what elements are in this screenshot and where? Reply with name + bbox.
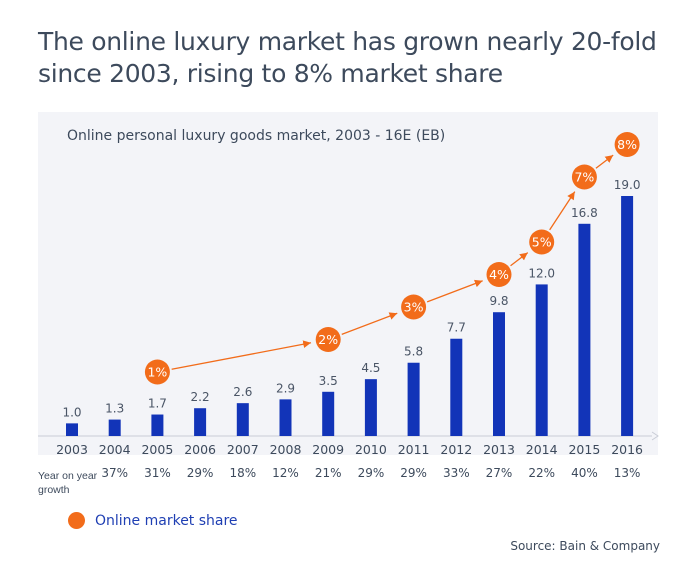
growth-label-2005: 31% [144,466,171,480]
value-label-2006: 2.2 [191,390,210,404]
legend: Online market share [68,512,238,529]
bar-2007 [236,403,249,436]
bar-2010 [364,379,377,436]
bar-2013 [493,312,505,436]
value-label-2011: 5.8 [404,345,423,359]
bar-2005 [151,414,164,436]
category-label-2009: 2009 [312,442,344,457]
share-label-2009: 2% [318,332,338,347]
bar-2016 [621,196,634,436]
category-label-2006: 2006 [184,442,216,457]
share-arrow-2015-2016 [595,154,614,169]
category-label-2013: 2013 [483,442,515,457]
value-label-2014: 12.0 [528,266,555,280]
value-label-2012: 7.7 [447,321,466,335]
growth-row-label: Year on year growth [38,470,98,496]
bar-2004 [108,419,121,436]
category-label-2008: 2008 [270,442,302,457]
share-marker-2014 [529,229,555,255]
category-label-2003: 2003 [56,442,88,457]
share-marker-2009 [315,327,341,352]
share-marker-2005 [144,359,170,385]
value-label-2007: 2.6 [233,385,252,399]
headline-line-2: since 2003, rising to 8% market share [38,59,503,88]
growth-label-2013: 27% [486,466,513,480]
share-marker-2016 [614,132,640,157]
growth-label-2008: 12% [272,466,299,480]
category-label-2007: 2007 [227,442,259,457]
category-label-2011: 2011 [398,442,430,457]
category-label-2015: 2015 [568,442,600,457]
share-arrow-2009-2011 [341,312,398,335]
share-marker-2013 [486,262,512,287]
source-note: Source: Bain & Company [510,539,660,553]
share-arrow-2013-2014 [510,252,529,267]
share-label-2016: 8% [617,137,637,152]
growth-label-2006: 29% [187,466,214,480]
headline-line-1: The online luxury market has grown nearl… [38,27,657,56]
value-label-2003: 1.0 [62,405,81,419]
bar-2006 [194,408,207,436]
growth-label-2012: 33% [443,466,470,480]
value-label-2013: 9.8 [489,294,508,308]
category-label-2012: 2012 [440,442,472,457]
growth-label-2014: 22% [528,466,555,480]
category-label-2004: 2004 [99,442,131,457]
value-label-2015: 16.8 [571,206,598,220]
growth-label-2007: 18% [229,466,256,480]
value-label-2005: 1.7 [148,397,167,411]
headline: The online luxury market has grown nearl… [38,26,678,90]
category-label-2014: 2014 [526,442,558,457]
category-label-2005: 2005 [141,442,173,457]
value-label-2004: 1.3 [105,402,124,416]
chart-title: Online personal luxury goods market, 200… [67,128,446,144]
share-arrow-2011-2013 [426,279,483,303]
bar-2012 [450,338,463,436]
share-marker-2015 [571,164,597,190]
bar-2014 [535,284,548,436]
share-label-2013: 4% [489,267,509,282]
chart-panel [38,112,658,455]
bar-2015 [578,223,591,436]
bar-2009 [322,391,335,436]
share-marker-2011 [401,294,427,320]
share-label-2005: 1% [147,365,167,380]
legend-share-label: Online market share [95,512,238,529]
growth-label-2015: 40% [571,466,598,480]
share-label-2015: 7% [574,170,594,185]
legend-share-marker [68,512,85,529]
share-label-2011: 3% [404,300,424,315]
share-arrow-2005-2009 [171,340,312,370]
category-label-2010: 2010 [355,442,387,457]
share-label-2014: 5% [532,235,552,250]
value-label-2009: 3.5 [319,374,338,388]
value-label-2010: 4.5 [361,361,380,375]
growth-label-2009: 21% [315,466,342,480]
bar-2008 [279,399,292,436]
bar-2003 [66,423,78,436]
x-axis-arrow [651,431,659,441]
share-arrow-2014-2015 [549,191,576,231]
value-label-2008: 2.9 [276,381,295,395]
growth-label-2004: 37% [101,466,128,480]
value-label-2016: 19.0 [614,178,641,192]
growth-label-2016: 13% [614,466,641,480]
bar-2011 [407,362,420,436]
growth-label-2011: 29% [400,466,427,480]
growth-label-2010: 29% [358,466,385,480]
category-label-2016: 2016 [611,442,643,457]
